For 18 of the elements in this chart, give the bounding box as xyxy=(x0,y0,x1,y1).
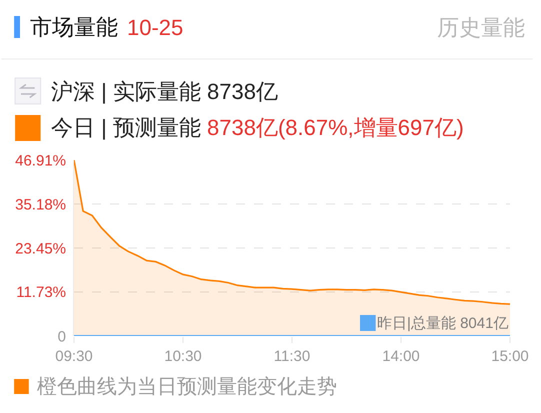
text: 历史量能 xyxy=(437,15,525,40)
chart-title: 市场量能 xyxy=(30,14,118,40)
x-tick-label: 09:30 xyxy=(55,348,93,365)
chart-subtitle: 10-25 xyxy=(127,15,184,40)
text: 沪深 | 实际量能 8738亿 xyxy=(51,79,278,104)
x-tick-label: 10:30 xyxy=(164,348,202,365)
x-tick-label: 11:30 xyxy=(274,348,310,365)
y-tick-label: 11.73% xyxy=(16,284,66,302)
y-tick-label: 35.18% xyxy=(15,196,66,214)
legend-label: 今日 | 预测量能 xyxy=(51,115,201,140)
legend-label: 昨日|总量能 8041亿 xyxy=(377,315,508,332)
x-tick-label: 15:00 xyxy=(491,348,529,365)
y-tick-label: 23.45% xyxy=(15,240,66,258)
y-tick-label: 0 xyxy=(58,328,66,346)
text: 8738亿(8.67%,增量697亿) xyxy=(207,115,464,140)
text: 橙色曲线为当日预测量能变化走势 xyxy=(37,376,337,398)
x-tick-label: 14:00 xyxy=(382,348,420,365)
y-tick-label: 46.91% xyxy=(15,152,66,170)
